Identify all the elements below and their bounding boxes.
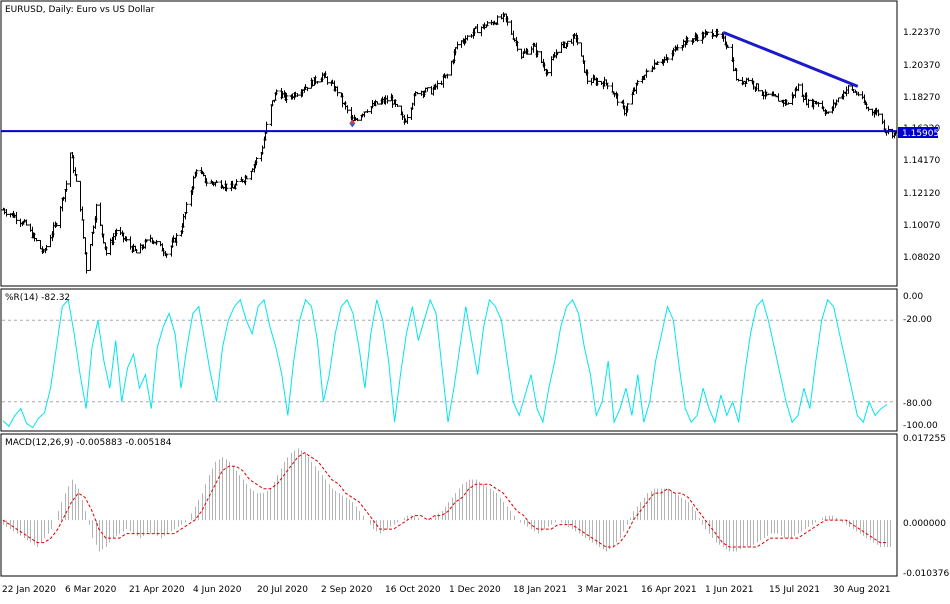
price-y-axis: 1.22370 1.20370 1.18270 1.16220 1.14170 …: [903, 28, 940, 263]
y-tick-label: 0.000000: [903, 519, 946, 529]
x-tick-label: 18 Jan 2021: [513, 585, 567, 595]
y-tick-label: -100.00: [903, 421, 938, 431]
williams-r-y-axis: 0.00 -20.00 -80.00 -100.00: [903, 292, 938, 431]
y-tick-label: 1.22370: [903, 28, 940, 38]
y-tick-label: 1.10070: [903, 221, 940, 231]
macd-panel-frame: [0, 433, 898, 577]
y-tick-label: -80.00: [903, 399, 932, 409]
current-price-label: 1.15905: [902, 129, 939, 139]
current-price-label-bg: [898, 127, 938, 138]
trade-marker: [349, 123, 356, 128]
y-tick-label: 1.18270: [903, 93, 940, 103]
x-tick-label: 1 Jun 2021: [705, 585, 753, 595]
x-tick-label: 4 Jun 2020: [193, 585, 242, 595]
y-tick-label: 1.12120: [903, 189, 940, 199]
x-tick-label: 2 Sep 2020: [321, 585, 373, 595]
williams-r-title: %R(14) -82.32: [5, 293, 70, 303]
x-tick-label: 21 Apr 2020: [129, 585, 185, 595]
x-tick-label: 22 Jan 2020: [2, 585, 56, 595]
trade-marker: [349, 119, 356, 124]
y-tick-label: 0.00: [903, 292, 923, 302]
x-tick-label: 3 Mar 2021: [577, 585, 628, 595]
price-panel-frame: [0, 0, 898, 287]
y-tick-label: 0.017255: [903, 434, 946, 444]
williams-r-panel-frame: [0, 288, 898, 432]
price-chart-title: EURUSD, Daily: Euro vs US Dollar: [5, 5, 155, 15]
x-tick-label: 20 Jul 2020: [257, 585, 308, 595]
x-tick-label: 30 Aug 2021: [833, 585, 891, 595]
y-tick-label: 1.20370: [903, 61, 940, 71]
x-tick-label: 15 Jul 2021: [769, 585, 820, 595]
macd-title: MACD(12,26,9) -0.005883 -0.005184: [5, 438, 172, 448]
trendline: [722, 30, 859, 88]
x-tick-label: 6 Mar 2020: [65, 585, 117, 595]
y-tick-label: 1.08020: [903, 253, 940, 263]
y-tick-label: -0.010376: [903, 569, 949, 579]
x-tick-label: 1 Dec 2020: [449, 585, 501, 595]
macd-y-axis: 0.017255 0.000000 -0.010376: [903, 434, 949, 579]
price-series: [1, 12, 898, 274]
x-tick-label: 16 Apr 2021: [641, 585, 697, 595]
macd-series: [2, 448, 891, 552]
y-tick-label: 1.14170: [903, 156, 940, 166]
williams-r-series: [2, 298, 896, 429]
williams-r-line: [2, 298, 888, 429]
macd-signal-line: [2, 452, 887, 548]
x-tick-label: 16 Oct 2020: [385, 585, 441, 595]
y-tick-label: -20.00: [903, 315, 932, 325]
x-axis: 22 Jan 2020 6 Mar 2020 21 Apr 2020 4 Jun…: [2, 585, 891, 595]
